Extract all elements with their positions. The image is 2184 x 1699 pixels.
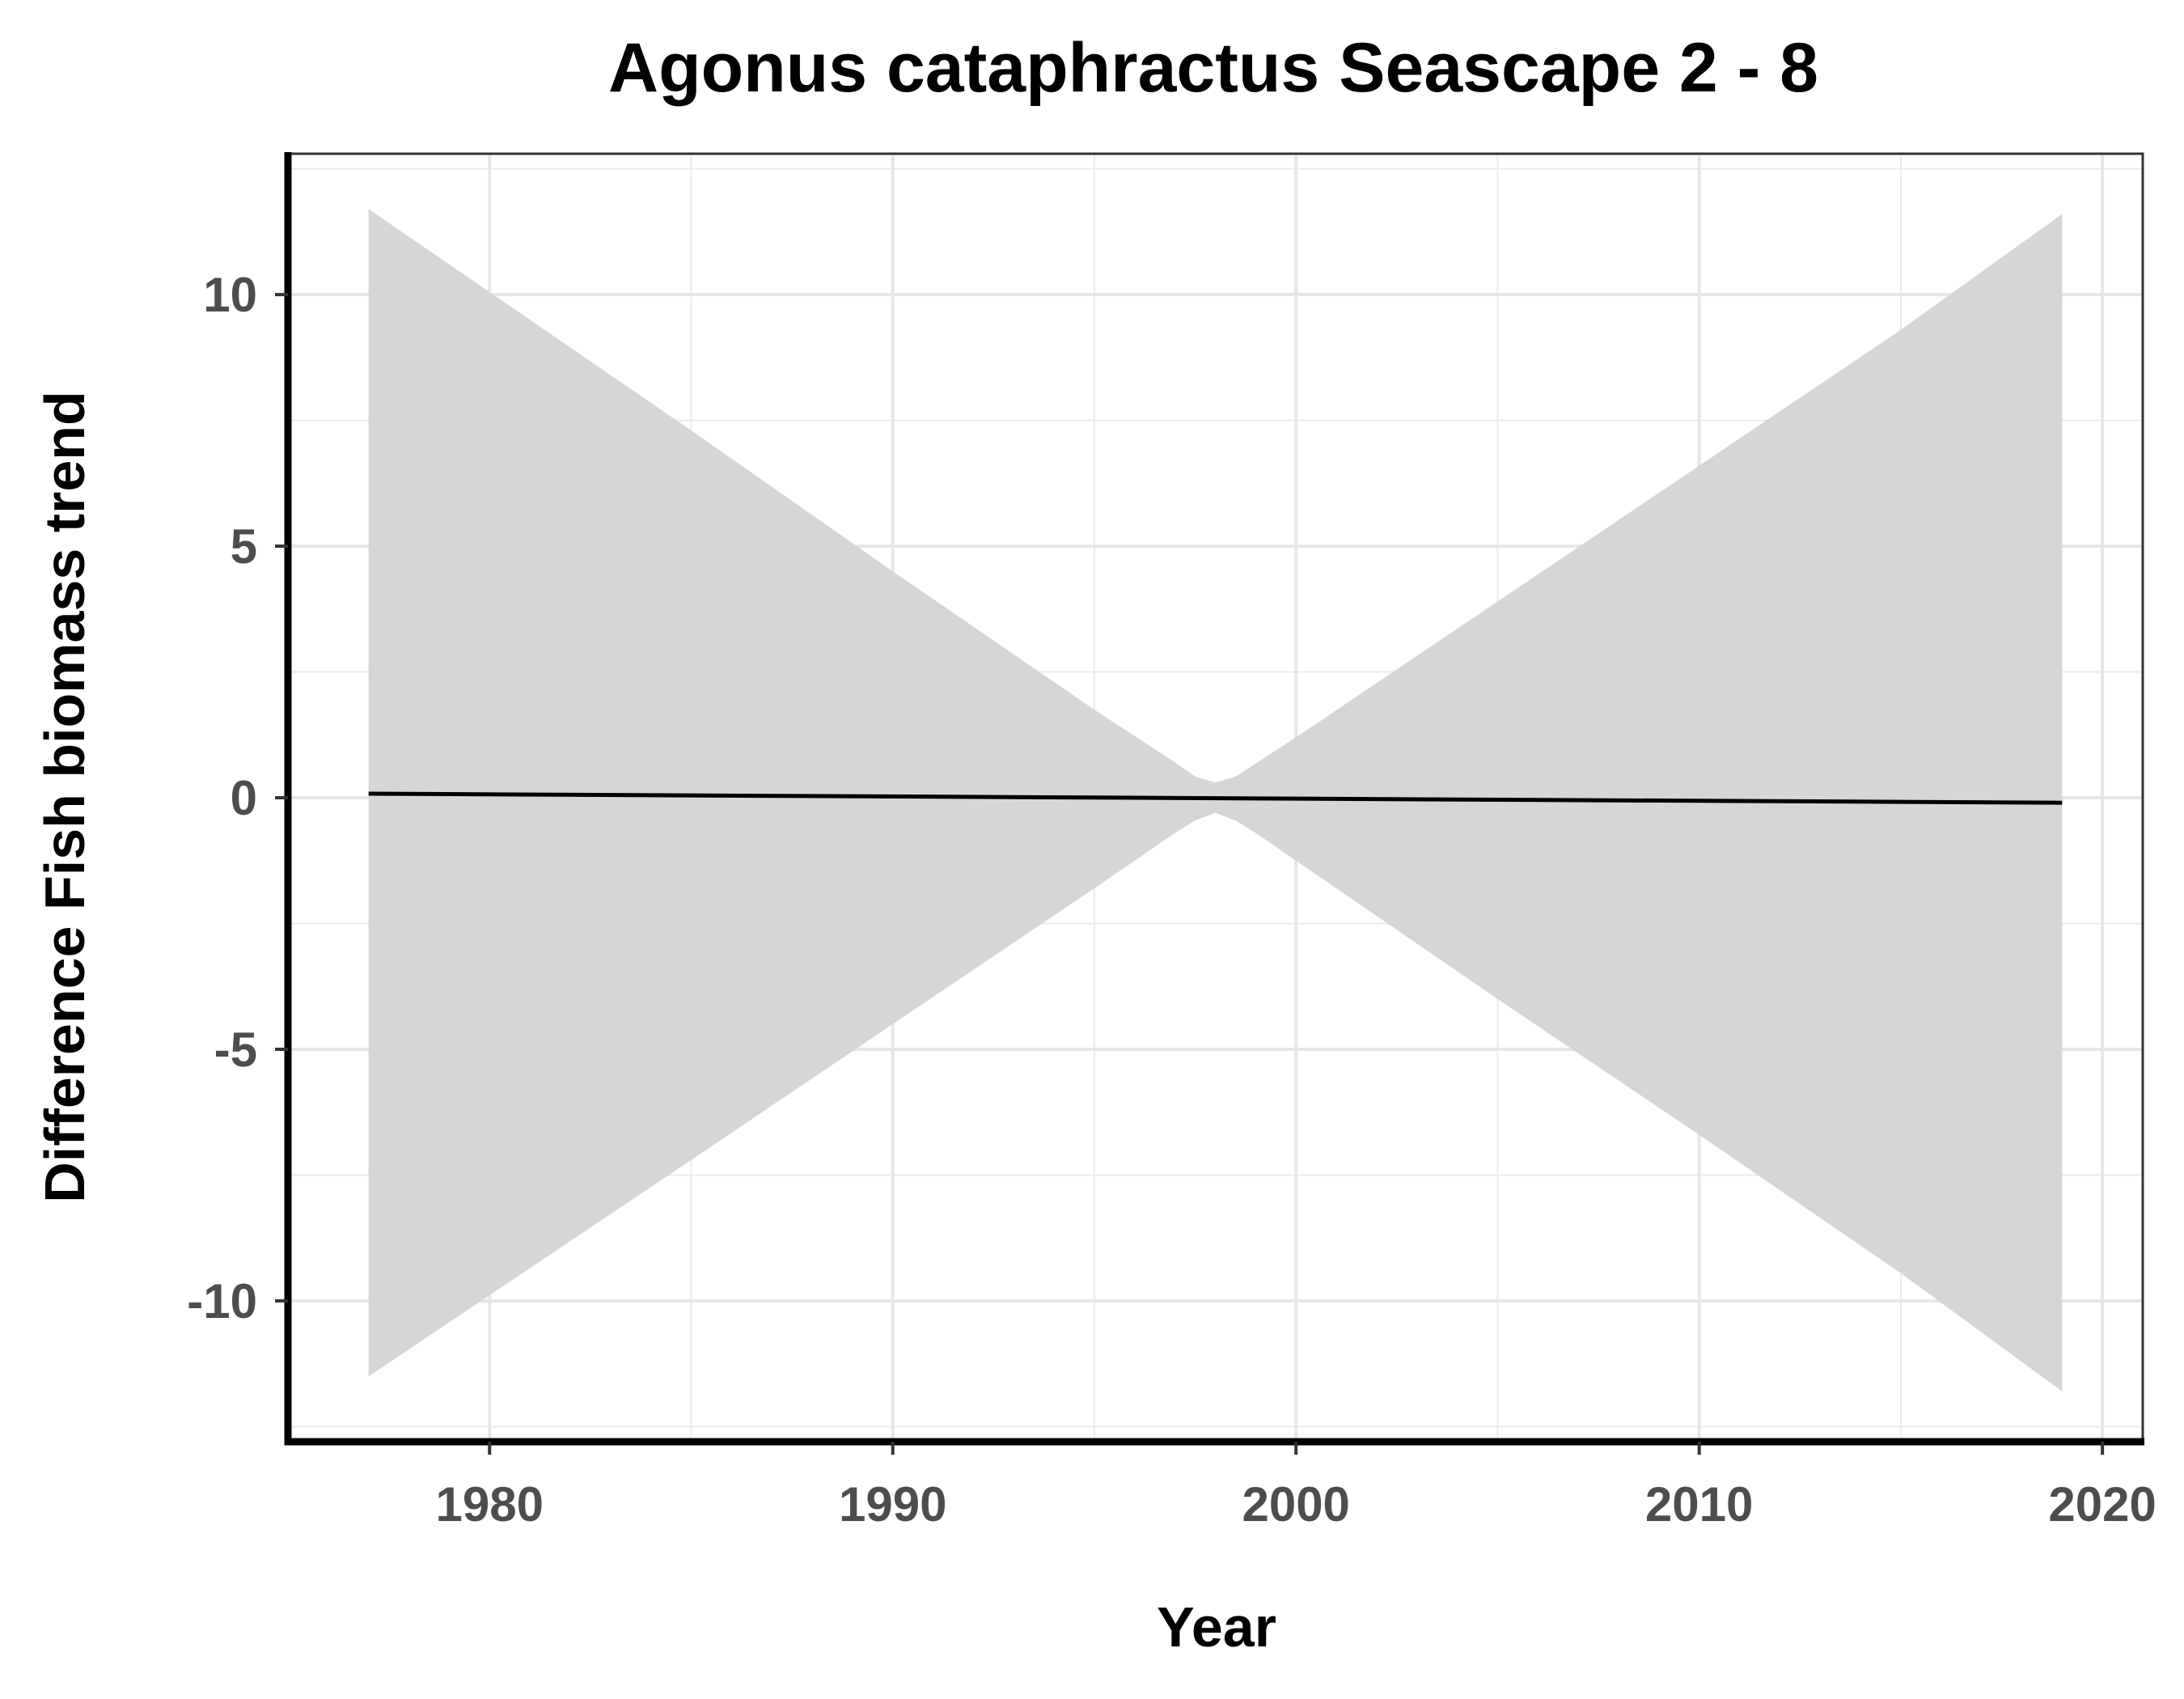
x-tick-label: 2000 xyxy=(1242,1477,1349,1532)
y-tick-label: 0 xyxy=(231,771,257,825)
x-tick-label: 2020 xyxy=(2048,1477,2156,1532)
x-axis-title: Year xyxy=(1157,1595,1276,1659)
chart-title: Agonus cataphractus Seascape 2 - 8 xyxy=(608,29,1818,107)
x-tick-label: 1980 xyxy=(435,1477,543,1532)
x-tick-label: 1990 xyxy=(839,1477,946,1532)
y-axis-ticks: 10 5 0 -5 -10 xyxy=(187,268,288,1328)
y-tick-label: 10 xyxy=(203,268,257,322)
trend-line xyxy=(368,791,2063,805)
x-tick-label: 2010 xyxy=(1645,1477,1753,1532)
y-tick-label: -10 xyxy=(187,1274,257,1328)
y-axis-title: Difference Fish biomass trend xyxy=(33,391,96,1203)
y-tick-label: 5 xyxy=(231,519,257,574)
series-layer xyxy=(368,791,2063,805)
y-tick-label: -5 xyxy=(214,1023,257,1077)
x-axis-ticks: 1980 1990 2000 2010 2020 xyxy=(435,1442,2156,1532)
